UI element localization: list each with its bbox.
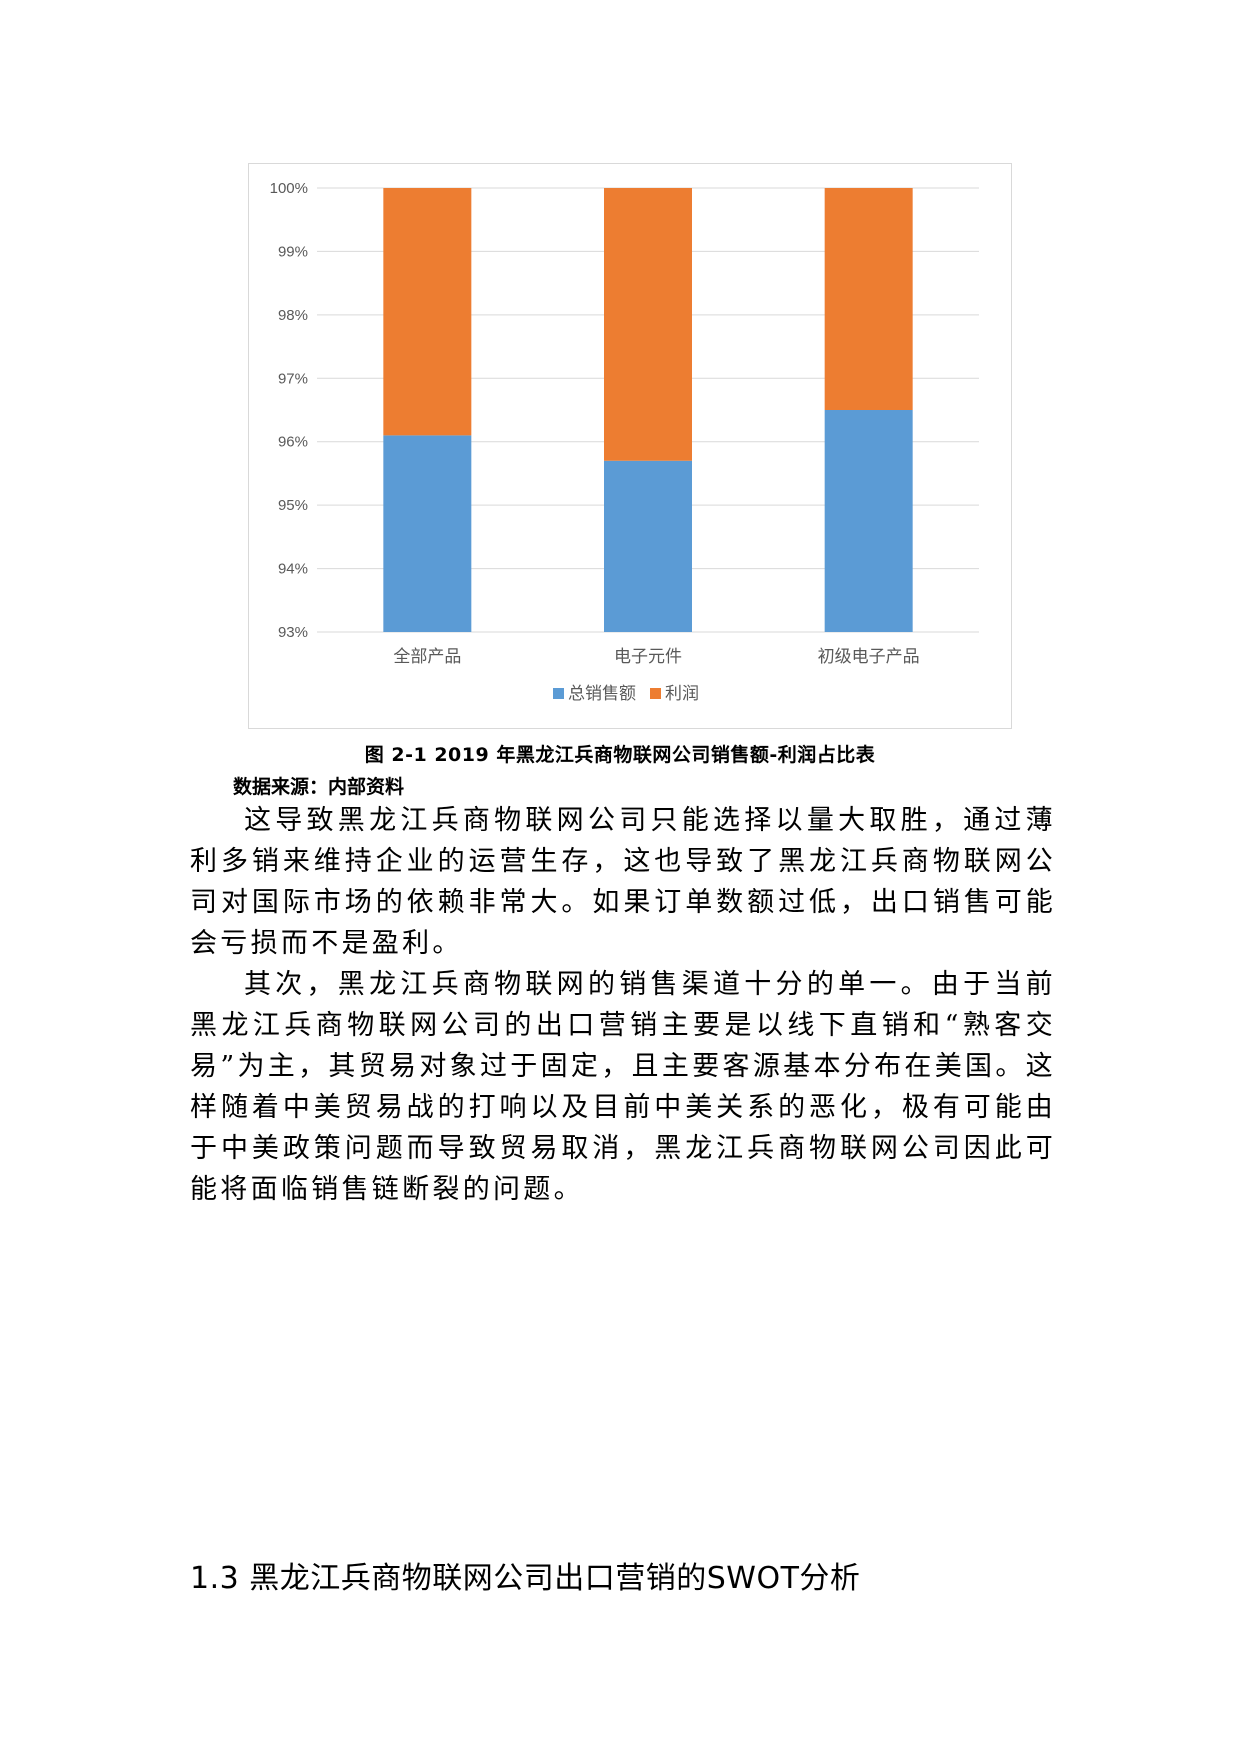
y-tick-label: 98% xyxy=(278,307,308,324)
stacked-bar-chart: 93% 94% 95% 96% 97% 98% 99% 100% 全部产品 电子元件 初级电子产品总… xyxy=(270,180,979,704)
legend-swatch xyxy=(553,688,564,699)
body-paragraph-2: 其次，黑龙江兵商物联网的销售渠道十分的单一。由于当前黑龙江兵商物联网公司的出口营… xyxy=(190,964,1056,1210)
y-tick-label: 95% xyxy=(278,497,308,514)
body-paragraph-1: 这导致黑龙江兵商物联网公司只能选择以量大取胜，通过薄利多销来维持企业的运营生存，… xyxy=(190,800,1056,964)
legend-label: 利润 xyxy=(665,684,699,704)
y-tick-label: 97% xyxy=(278,370,308,387)
y-tick-label: 99% xyxy=(278,243,308,260)
y-tick-label: 93% xyxy=(278,624,308,641)
chart-container: 93% 94% 95% 96% 97% 98% 99% 100% 全部产品 电子元件 初级电子产品总… xyxy=(248,163,1012,729)
bar-profit xyxy=(604,188,692,461)
legend-swatch xyxy=(650,688,661,699)
bar-sales xyxy=(604,460,692,632)
figure-caption: 图 2-1 2019 年黑龙江兵商物联网公司销售额-利润占比表 xyxy=(364,744,876,766)
y-tick-label: 96% xyxy=(278,434,308,451)
x-tick-label: 初级电子产品 xyxy=(818,647,920,667)
y-tick-label: 94% xyxy=(278,561,308,578)
bar-sales xyxy=(824,410,913,632)
bar-profit xyxy=(383,188,472,436)
paragraph-text: 这导致黑龙江兵商物联网公司只能选择以量大取胜，通过薄利多销来维持企业的运营生存，… xyxy=(190,805,1056,959)
y-tick-label: 100% xyxy=(270,180,308,197)
bar-sales xyxy=(383,435,472,632)
section-heading: 1.3 黑龙江兵商物联网公司出口营销的SWOT分析 xyxy=(190,1561,861,1596)
paragraph-text: 其次，黑龙江兵商物联网的销售渠道十分的单一。由于当前黑龙江兵商物联网公司的出口营… xyxy=(190,969,1056,1205)
legend-label: 总销售额 xyxy=(568,684,636,704)
figure-source: 数据来源：内部资料 xyxy=(233,776,405,798)
bar-profit xyxy=(824,188,913,410)
x-tick-label: 电子元件 xyxy=(614,647,682,667)
x-tick-label: 全部产品 xyxy=(393,647,461,667)
